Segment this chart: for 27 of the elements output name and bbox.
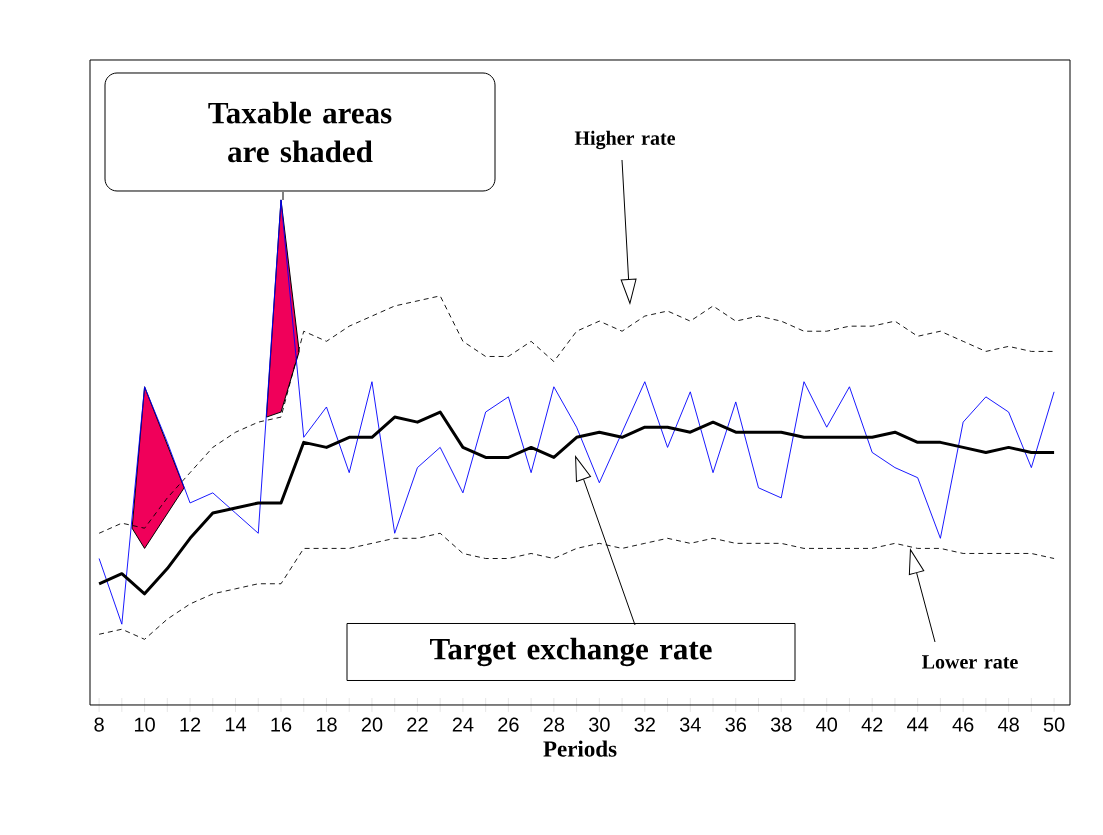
x-tick-label: 40 (816, 717, 838, 732)
x-tick-label: 12 (180, 717, 201, 732)
x-tick-label: 46 (952, 717, 974, 732)
x-tick-label: 28 (543, 717, 565, 732)
x-tick-label: 44 (907, 717, 929, 732)
x-tick-label: 30 (588, 717, 610, 732)
annotation: Lower rate (922, 655, 1018, 669)
x-tick-label: 26 (498, 717, 519, 732)
x-tick-label: 38 (770, 717, 792, 732)
x-tick-label: 14 (225, 717, 247, 732)
x-tick-label: 8 (94, 717, 104, 732)
x-tick-label: 24 (452, 717, 474, 732)
x-tick-label: 22 (407, 717, 428, 732)
x-axis-title: Periods (543, 740, 617, 757)
x-tick-label: 18 (316, 717, 337, 732)
x-tick-label: 50 (1043, 717, 1065, 732)
x-tick-label: 20 (361, 717, 383, 732)
annotation: Target exchange rate (430, 637, 712, 667)
x-tick-label: 42 (861, 717, 883, 732)
x-tick-label: 36 (725, 717, 746, 732)
x-tick-label: 32 (634, 717, 655, 732)
x-tick-label: 16 (271, 717, 292, 732)
x-tick-label: 48 (997, 717, 1019, 732)
x-tick-label: 34 (679, 717, 701, 732)
text: Taxable areas are shaded (208, 101, 392, 163)
x-tick-label: 10 (134, 717, 155, 732)
text: Higher rate (574, 130, 676, 150)
